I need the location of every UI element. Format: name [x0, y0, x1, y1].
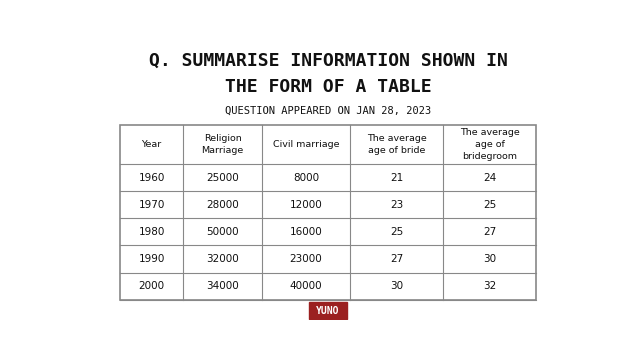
Text: 25: 25	[390, 227, 403, 237]
Text: THE FORM OF A TABLE: THE FORM OF A TABLE	[225, 78, 431, 96]
Text: QUESTION APPEARED ON JAN 28, 2023: QUESTION APPEARED ON JAN 28, 2023	[225, 105, 431, 116]
Text: 30: 30	[390, 281, 403, 291]
Text: 30: 30	[483, 254, 496, 264]
Text: 1990: 1990	[138, 254, 164, 264]
Text: Q. SUMMARISE INFORMATION SHOWN IN: Q. SUMMARISE INFORMATION SHOWN IN	[148, 51, 508, 69]
Text: 1980: 1980	[138, 227, 164, 237]
Text: 23: 23	[390, 200, 403, 210]
Text: 12000: 12000	[289, 200, 323, 210]
Text: 1960: 1960	[138, 173, 164, 183]
Text: 24: 24	[483, 173, 497, 183]
Text: 16000: 16000	[289, 227, 323, 237]
Text: 25: 25	[483, 200, 497, 210]
FancyBboxPatch shape	[309, 302, 347, 319]
Text: The average
age of bride: The average age of bride	[367, 134, 426, 155]
Text: 34000: 34000	[206, 281, 239, 291]
Text: 25000: 25000	[206, 173, 239, 183]
Text: 2000: 2000	[138, 281, 164, 291]
Text: 32: 32	[483, 281, 497, 291]
Text: Religion
Marriage: Religion Marriage	[202, 134, 244, 155]
Text: 50000: 50000	[206, 227, 239, 237]
Text: 1970: 1970	[138, 200, 164, 210]
Text: 28000: 28000	[206, 200, 239, 210]
Text: The average
age of
bridegroom: The average age of bridegroom	[460, 128, 520, 161]
Text: 27: 27	[390, 254, 403, 264]
Text: 27: 27	[483, 227, 497, 237]
Text: 8000: 8000	[293, 173, 319, 183]
Bar	[120, 125, 536, 300]
Text: 21: 21	[390, 173, 403, 183]
Text: YUNO: YUNO	[316, 306, 340, 316]
Text: 40000: 40000	[290, 281, 323, 291]
Text: Civil marriage: Civil marriage	[273, 140, 339, 149]
Text: Year: Year	[141, 140, 162, 149]
Text: 23000: 23000	[289, 254, 323, 264]
Text: 32000: 32000	[206, 254, 239, 264]
